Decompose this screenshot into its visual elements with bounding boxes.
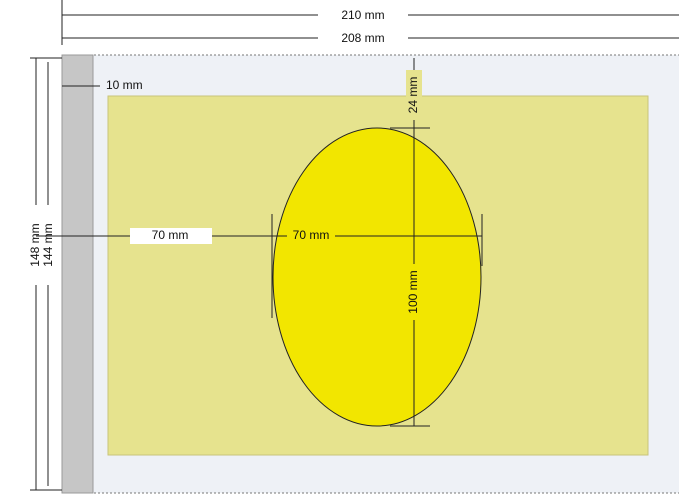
dim-label: 10 mm [106,78,143,92]
dim-label: 148 mm [28,223,42,266]
label-bg [406,264,422,320]
dim-label: 100 mm [406,270,420,313]
dim-label: 70 mm [152,228,189,242]
label-bg [287,229,335,243]
dim-label: 70 mm [293,228,330,242]
label-bg [318,29,408,47]
label-bg [130,228,212,244]
margin-strip [61,54,94,494]
label-bg [28,205,56,285]
dim-label: 208 mm [341,31,384,45]
ellipse [272,127,482,427]
dim-label: 210 mm [341,8,384,22]
dim-label: 144 mm [41,223,55,266]
label-bg [406,70,422,120]
dim-label: 24 mm [406,77,420,114]
label-bg [318,6,408,24]
